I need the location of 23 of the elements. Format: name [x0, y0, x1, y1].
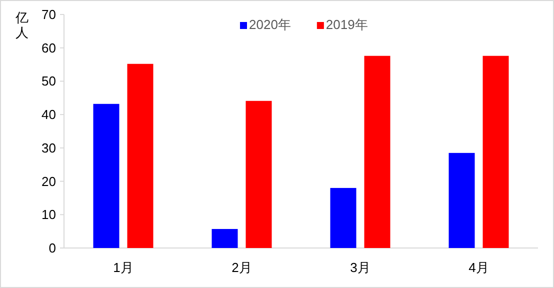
y-tick-label: 30 — [42, 140, 56, 156]
bar — [93, 104, 120, 248]
x-tick-label: 4月 — [468, 260, 489, 275]
x-tick-label: 3月 — [350, 260, 370, 275]
y-tick-label: 60 — [42, 40, 56, 56]
y-tick-label: 10 — [42, 207, 56, 222]
bar — [127, 64, 154, 248]
bar — [212, 228, 238, 248]
bar — [482, 56, 509, 248]
y-tick-label: 50 — [42, 74, 56, 89]
legend-label: 2019年 — [326, 17, 368, 32]
y-tick-label: 20 — [42, 174, 56, 189]
y-tick-label: 40 — [42, 107, 56, 122]
bar — [330, 188, 356, 248]
bar — [364, 56, 390, 248]
legend-label: 2020年 — [249, 17, 291, 32]
y-axis-title: 亿人 — [14, 10, 28, 40]
bar — [246, 100, 272, 248]
bar — [448, 152, 475, 248]
y-tick-label: 70 — [42, 7, 56, 22]
x-tick-label: 1月 — [113, 260, 134, 275]
y-tick-label: 0 — [48, 240, 56, 256]
x-tick-label: 2月 — [232, 260, 252, 275]
